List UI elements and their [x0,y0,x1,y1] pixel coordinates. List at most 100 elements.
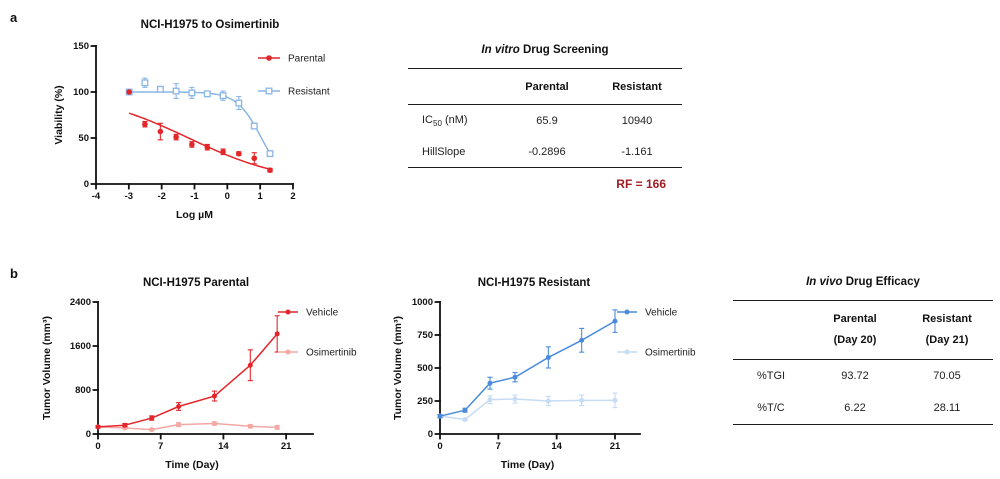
svg-text:-2: -2 [157,191,165,202]
svg-text:1000: 1000 [412,297,433,308]
invitro-table-title: In vitro Drug Screening [408,44,682,56]
y-axis-label: Tumor Volume (mm³) [41,316,53,420]
invivo-header-parental-line1: Parental [833,313,877,325]
svg-text:14: 14 [218,441,229,452]
axes [90,45,294,190]
panel-label-b: b [10,266,18,281]
axes [434,301,641,440]
panel-label-a: a [10,10,18,25]
svg-text:-4: -4 [92,191,101,202]
legend-label-vehicle: Vehicle [645,308,678,319]
x-axis-label: Time (Day) [165,459,219,471]
tc-parental-value: 6.22 [844,401,866,414]
tick-labels: -4 -3 -2 -1 0 1 2 0 50 100 150 [73,41,296,202]
tc-resistant-value: 28.11 [933,401,961,414]
legend-label-resistant: Resistant [288,87,330,98]
invitro-header-resistant: Resistant [612,81,662,93]
svg-text:500: 500 [417,363,433,374]
svg-text:-1: -1 [190,191,199,202]
tick-labels: 0 7 14 21 0 250 500 750 1000 [412,297,621,452]
ic50-parental-value: 65.9 [536,115,558,128]
legend-marker-vehicle [624,309,630,315]
series-resistant [125,77,274,158]
legend-marker-parental [266,55,272,61]
series-vehicle [95,315,280,430]
svg-text:-3: -3 [125,191,133,202]
tc-row-label: %T/C [757,401,785,414]
invivo-header-resistant-line2: (Day 21) [925,333,969,346]
invivo-title-italic: In vivo [806,276,843,288]
hillslope-row-label: HillSlope [422,146,466,159]
legend-label-osimertinib: Osimertinib [645,348,696,359]
legend-item-vehicle: Vehicle [617,308,678,319]
svg-text:0: 0 [86,429,91,440]
y-axis-label: Viability (%) [53,85,65,144]
legend-label-osimertinib: Osimertinib [306,348,357,359]
svg-text:750: 750 [417,330,433,341]
ic50-label-unit: (nM) [441,114,468,126]
legend-marker-resistant [265,87,273,95]
invivo-table-title: In vivo Drug Efficacy [733,276,993,288]
svg-text:0: 0 [84,179,89,190]
svg-text:50: 50 [78,133,89,144]
svg-text:7: 7 [496,441,501,452]
svg-text:800: 800 [75,385,91,396]
legend-marker-osimertinib [285,349,291,355]
tgi-parental-value: 93.72 [841,369,869,382]
invivo-table: In vivo Drug Efficacy Parental (Day 20) … [733,276,993,425]
tgi-row-label: %TGI [756,369,786,382]
svg-text:0: 0 [428,429,433,440]
svg-text:100: 100 [73,87,89,98]
tick-labels: 0 7 14 21 0 800 1600 2400 [70,297,292,452]
svg-text:250: 250 [417,396,433,407]
table-row-tgi: %TGI 93.72 70.05 [733,359,993,392]
ic50-row-label: IC50 (nM) [408,105,502,138]
svg-text:2: 2 [290,191,295,202]
hillslope-resistant-value: -1.161 [621,146,653,159]
invivo-title-rest: Drug Efficacy [842,276,920,288]
svg-text:1600: 1600 [70,341,91,352]
dose-response-chart: -4 -3 -2 -1 0 1 2 0 50 100 150 NCI-H1975 to Osimert… [53,19,330,221]
x-axis-label: Time (Day) [501,459,555,471]
legend-item-resistant: Resistant [258,87,330,98]
table-row-hillslope: HillSlope -0.2896 -1.161 [408,137,682,168]
svg-text:150: 150 [73,41,89,52]
svg-text:1: 1 [258,191,264,202]
svg-text:0: 0 [225,191,230,202]
invivo-header-parental-line2: (Day 20) [833,333,877,346]
x-axis-label: Log µM [176,209,213,221]
series-parental [126,89,273,173]
svg-text:14: 14 [551,441,562,452]
svg-text:21: 21 [281,441,292,452]
legend-item-osimertinib: Osimertinib [278,348,357,359]
svg-text:0: 0 [95,441,100,452]
legend-item-parental: Parental [258,54,325,65]
invitro-header-blank [408,69,502,105]
legend-marker-vehicle [285,309,291,315]
tumor-parental-chart: 0 7 14 21 0 800 1600 2400 NCI-H1975 Parental Time… [41,277,357,471]
invitro-header-row: Parental Resistant [408,68,682,105]
invivo-header-resistant-line1: Resistant [922,313,972,325]
invitro-title-italic: In vitro [481,44,520,56]
invitro-table: In vitro Drug Screening Parental Resista… [408,44,682,191]
legend-label-parental: Parental [288,54,325,65]
hillslope-parental-value: -0.2896 [528,146,566,159]
table-row-tc: %T/C 6.22 28.11 [733,392,993,425]
tumor-resistant-chart: 0 7 14 21 0 250 500 750 1000 NCI-H1975 Resistant T… [392,277,696,471]
rf-note: RF = 166 [616,177,666,192]
invitro-title-rest: Drug Screening [519,44,609,56]
invivo-header-resistant: Resistant (Day 21) [901,301,993,360]
legend-item-vehicle: Vehicle [278,308,339,319]
legend-label-vehicle: Vehicle [306,308,339,319]
tgi-resistant-value: 70.05 [933,369,961,382]
ic50-label-prefix: IC [422,114,433,126]
svg-text:7: 7 [158,441,163,452]
axes [92,301,314,440]
table-row-ic50: IC50 (nM) 65.9 10940 [408,105,682,138]
chart-title: NCI-H1975 to Osimertinib [141,19,280,31]
svg-text:21: 21 [610,441,621,452]
invivo-header-blank [733,301,809,360]
legend-marker-osimertinib [624,349,630,355]
svg-text:2400: 2400 [70,297,91,308]
series-vehicle [437,309,618,419]
